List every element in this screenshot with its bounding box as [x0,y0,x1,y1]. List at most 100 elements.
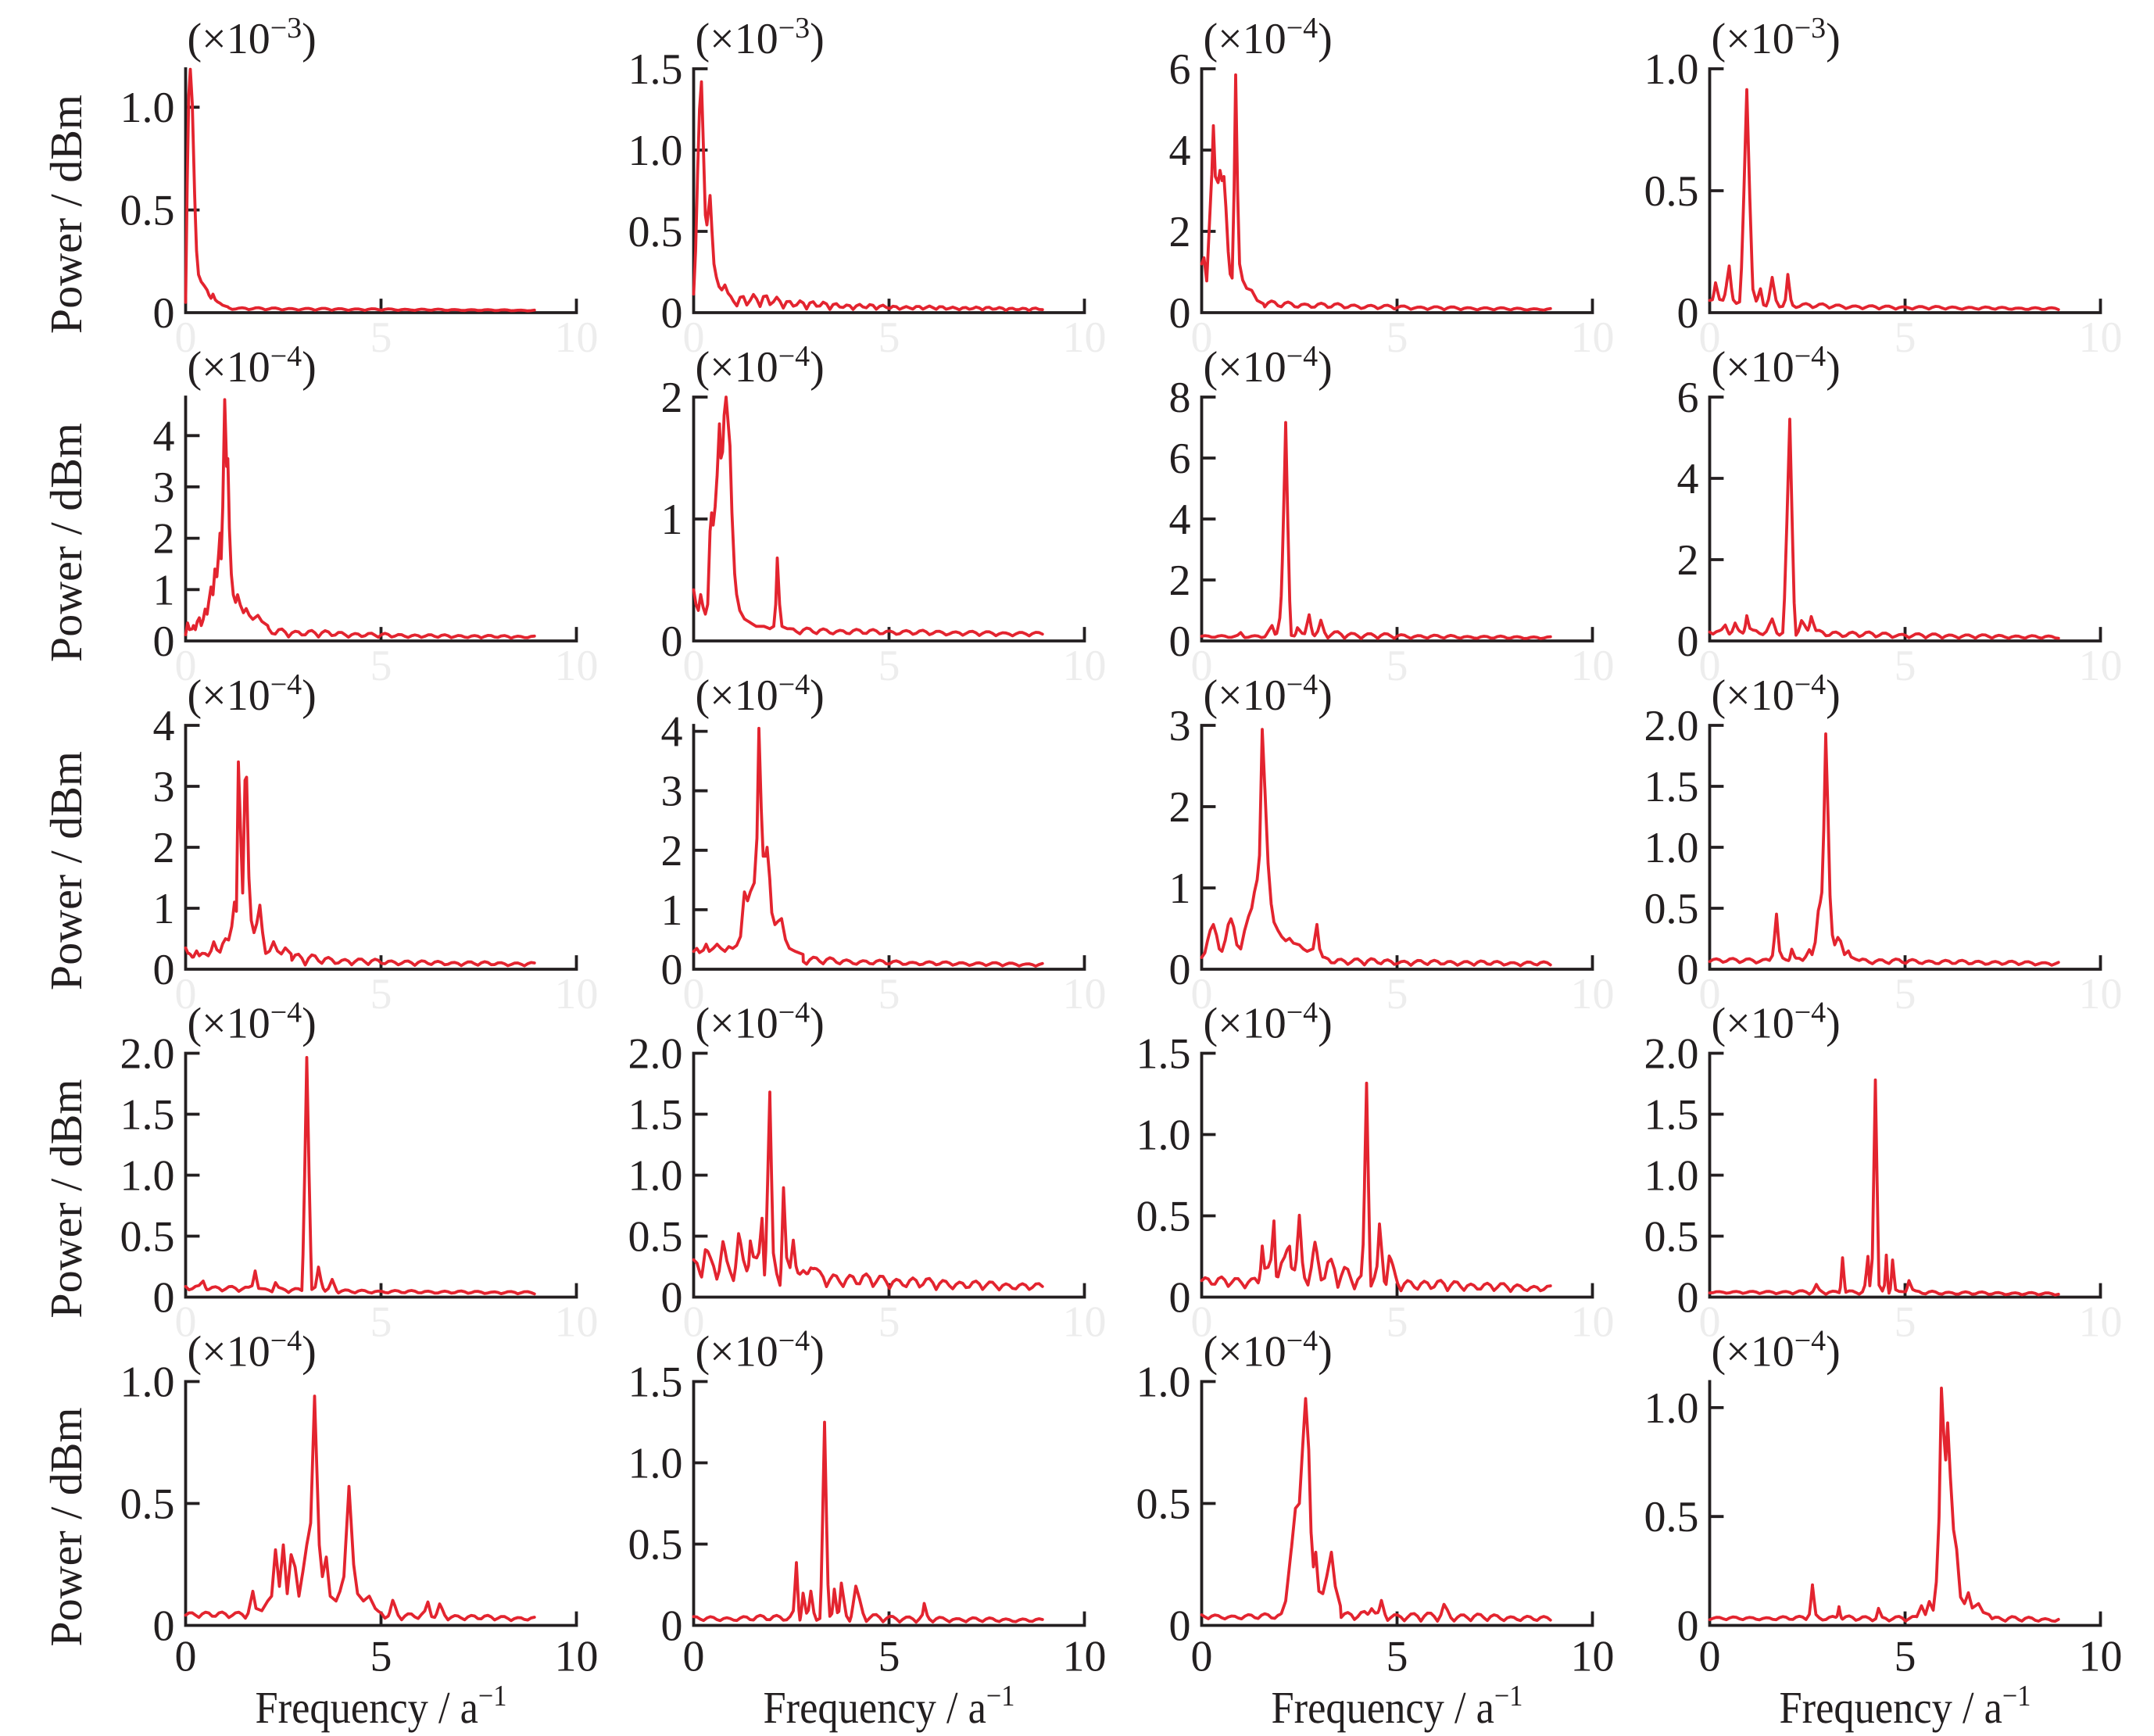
svg-text:0: 0 [1699,1633,1721,1681]
svg-text:0: 0 [1677,289,1699,338]
svg-text:5: 5 [878,1633,900,1681]
svg-text:0.5: 0.5 [1644,1493,1699,1541]
svg-text:5: 5 [1387,1633,1408,1681]
svg-text:0: 0 [683,1633,705,1681]
svg-text:0: 0 [1699,642,1721,690]
svg-text:3: 3 [661,768,683,816]
svg-text:Power / dBm: Power / dBm [41,95,91,334]
svg-text:0: 0 [153,1274,175,1323]
svg-text:5: 5 [878,1298,900,1347]
svg-text:5: 5 [1895,642,1916,690]
svg-text:10: 10 [1063,970,1107,1018]
svg-text:1.0: 1.0 [1644,824,1699,872]
svg-text:10: 10 [2079,642,2123,690]
svg-text:1.0: 1.0 [120,84,175,132]
svg-text:0: 0 [175,313,197,362]
svg-text:(×10−4): (×10−4) [1204,1325,1333,1376]
svg-text:1.5: 1.5 [628,1358,683,1407]
svg-text:1.0: 1.0 [1136,1358,1191,1407]
svg-text:0: 0 [175,1633,197,1681]
svg-text:Frequency / a−1: Frequency / a−1 [1272,1680,1523,1733]
svg-text:0: 0 [1699,313,1721,362]
svg-text:1: 1 [1169,864,1191,913]
svg-text:1.5: 1.5 [1644,763,1699,811]
svg-text:1.0: 1.0 [1644,1384,1699,1433]
svg-text:1.0: 1.0 [120,1152,175,1201]
svg-text:0.5: 0.5 [628,1521,683,1570]
svg-text:0: 0 [153,1602,175,1651]
svg-text:0: 0 [661,617,683,666]
svg-text:6: 6 [1677,374,1699,422]
svg-text:2.0: 2.0 [628,1030,683,1079]
svg-text:0: 0 [1191,1633,1213,1681]
svg-text:8: 8 [1169,374,1191,422]
svg-text:0: 0 [683,313,705,362]
svg-text:0: 0 [175,970,197,1018]
svg-text:0: 0 [1169,617,1191,666]
svg-text:10: 10 [1571,1633,1615,1681]
svg-text:0: 0 [1677,946,1699,994]
svg-text:5: 5 [1387,970,1408,1018]
svg-text:1: 1 [153,566,175,614]
svg-text:0: 0 [1191,970,1213,1018]
svg-text:2: 2 [661,374,683,422]
svg-text:10: 10 [2079,1298,2123,1347]
svg-text:0: 0 [1191,313,1213,362]
svg-text:0: 0 [683,970,705,1018]
svg-text:1: 1 [661,886,683,935]
svg-text:1.0: 1.0 [628,127,683,175]
svg-text:10: 10 [1571,313,1615,362]
svg-text:(×10−4): (×10−4) [188,1325,317,1376]
svg-text:10: 10 [1063,313,1107,362]
svg-text:0: 0 [683,642,705,690]
svg-text:0: 0 [153,617,175,666]
svg-text:1: 1 [153,885,175,933]
svg-text:2: 2 [1169,208,1191,256]
svg-text:6: 6 [1169,45,1191,94]
svg-text:(×10−4): (×10−4) [696,997,825,1048]
svg-text:5: 5 [370,1298,392,1347]
svg-text:1.0: 1.0 [120,1358,175,1407]
svg-text:5: 5 [878,642,900,690]
svg-text:10: 10 [1063,642,1107,690]
svg-text:5: 5 [370,642,392,690]
svg-text:0: 0 [1699,970,1721,1018]
svg-text:4: 4 [153,412,175,460]
svg-text:(×10−3): (×10−3) [188,12,317,63]
svg-text:0.5: 0.5 [628,208,683,256]
svg-text:0.5: 0.5 [1644,1213,1699,1262]
svg-text:0.5: 0.5 [1136,1480,1191,1529]
svg-text:0.5: 0.5 [1644,167,1699,216]
svg-text:1.5: 1.5 [120,1091,175,1140]
svg-text:1.5: 1.5 [1644,1091,1699,1140]
svg-text:0: 0 [661,289,683,338]
svg-text:Frequency / a−1: Frequency / a−1 [256,1680,507,1733]
svg-text:0: 0 [175,1298,197,1347]
svg-text:10: 10 [555,1633,599,1681]
svg-text:0: 0 [661,1602,683,1651]
svg-text:1.0: 1.0 [1136,1111,1191,1160]
svg-text:2.0: 2.0 [120,1030,175,1079]
svg-text:4: 4 [661,708,683,757]
svg-text:10: 10 [2079,313,2123,362]
svg-text:3: 3 [1169,702,1191,750]
svg-text:(×10−4): (×10−4) [1712,340,1841,392]
svg-text:10: 10 [1063,1633,1107,1681]
svg-text:5: 5 [1895,970,1916,1018]
svg-text:0: 0 [1677,1602,1699,1651]
svg-text:10: 10 [555,642,599,690]
svg-text:0.5: 0.5 [628,1213,683,1262]
svg-text:0: 0 [1169,946,1191,994]
svg-text:Frequency / a−1: Frequency / a−1 [764,1680,1015,1733]
svg-text:Power / dBm: Power / dBm [41,751,91,990]
svg-text:0: 0 [153,946,175,994]
svg-text:1.0: 1.0 [628,1152,683,1201]
svg-text:5: 5 [878,970,900,1018]
svg-text:2: 2 [1169,783,1191,832]
svg-text:3: 3 [153,763,175,811]
svg-text:2: 2 [1677,536,1699,585]
svg-text:0: 0 [661,946,683,994]
svg-text:0: 0 [661,1274,683,1323]
svg-text:5: 5 [1895,313,1916,362]
svg-text:4: 4 [1169,496,1191,544]
